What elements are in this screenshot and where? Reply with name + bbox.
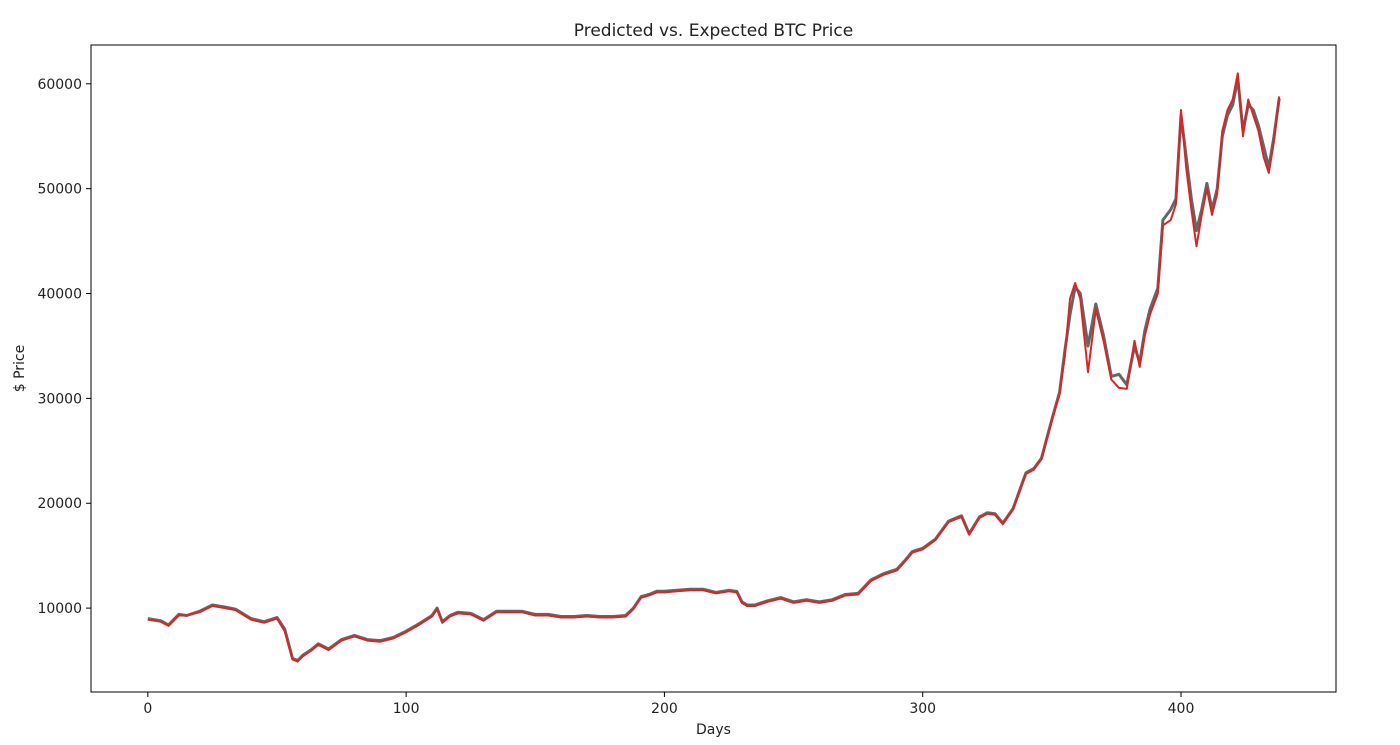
- plot-area: [147, 72, 1281, 663]
- y-tick-label: 30000: [37, 391, 82, 407]
- y-tick-label: 20000: [37, 496, 82, 512]
- x-tick-label: 0: [143, 701, 152, 717]
- x-tick-label: 400: [1168, 701, 1195, 717]
- x-axis-label: Days: [696, 722, 731, 738]
- x-tick-label: 100: [393, 701, 420, 717]
- x-axis: 0 100 200 300 400: [143, 692, 1194, 717]
- x-tick-label: 300: [909, 701, 936, 717]
- y-tick-label: 50000: [37, 182, 82, 198]
- plot-frame: [90, 44, 1337, 693]
- y-tick-label: 60000: [37, 77, 82, 93]
- y-axis-label: $ Price: [12, 345, 28, 393]
- y-tick-label: 10000: [37, 601, 82, 617]
- series-line-2: [147, 72, 1281, 663]
- y-axis: 10000 20000 30000 40000 50000 60000: [37, 77, 91, 617]
- x-tick-label: 200: [651, 701, 678, 717]
- chart-title: Predicted vs. Expected BTC Price: [574, 21, 853, 41]
- y-tick-label: 40000: [37, 287, 82, 303]
